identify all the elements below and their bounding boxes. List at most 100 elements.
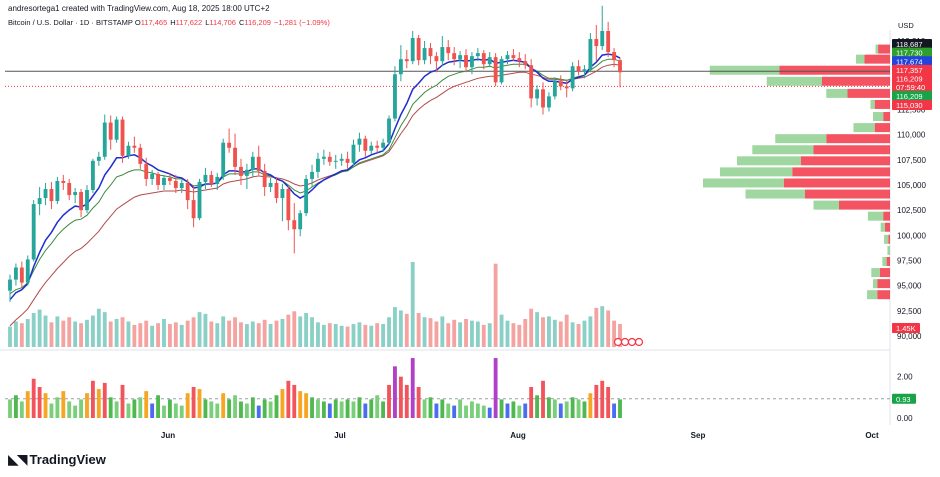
oscillator-bar bbox=[529, 387, 534, 418]
volume-bar bbox=[90, 315, 95, 347]
candle bbox=[333, 160, 338, 162]
volume-bar bbox=[8, 326, 12, 347]
volume-bar bbox=[428, 318, 433, 347]
volume-profile-up-bar bbox=[880, 222, 885, 232]
volume-bar bbox=[594, 307, 599, 347]
candle bbox=[470, 56, 474, 68]
oscillator-bar bbox=[162, 405, 166, 418]
volume-tag bbox=[892, 323, 920, 333]
oscillator-bar bbox=[327, 403, 332, 418]
candle bbox=[529, 65, 534, 99]
oscillator-bar bbox=[215, 403, 220, 418]
candle bbox=[547, 96, 551, 108]
symbol-title[interactable]: Bitcoin / U.S. Dollar · 1D · BITSTAMP bbox=[8, 18, 133, 27]
candle bbox=[108, 122, 113, 140]
y-tick-label: 95,000 bbox=[897, 282, 922, 291]
ohlc-values: O117,465 H117,622 L114,706 C116,209 −1,281 (… bbox=[135, 18, 333, 27]
candle bbox=[262, 170, 267, 187]
candle bbox=[398, 59, 403, 75]
candle bbox=[422, 48, 427, 61]
oscillator-bar bbox=[410, 358, 415, 418]
candle bbox=[576, 66, 581, 72]
candle bbox=[13, 267, 18, 280]
oscillator-bar bbox=[8, 399, 12, 418]
volume-bar bbox=[150, 325, 155, 347]
y-tick-label: 90,000 bbox=[897, 332, 922, 341]
oscillator-bar bbox=[250, 397, 255, 418]
volume-bar bbox=[440, 316, 445, 347]
price-tag-text: 116,209 bbox=[896, 92, 923, 101]
volume-bar bbox=[215, 323, 220, 347]
candle bbox=[179, 182, 184, 188]
volume-profile-up-bar bbox=[745, 189, 805, 199]
volume-bar bbox=[363, 324, 368, 347]
oscillator-bar bbox=[475, 403, 480, 418]
ohlc-label: C bbox=[238, 18, 245, 27]
volume-profile-up-bar bbox=[709, 65, 780, 75]
tradingview-brand[interactable]: ◣◥ TradingView bbox=[8, 451, 106, 468]
volume-bar bbox=[61, 320, 66, 347]
ohlc-value: 117,622 bbox=[175, 18, 203, 27]
price-tag-text: 116,209 bbox=[896, 75, 923, 84]
volume-profile-down-bar bbox=[813, 145, 890, 155]
volume-bar bbox=[55, 316, 60, 347]
oscillator-tick-label: 2.00 bbox=[897, 373, 913, 382]
candle bbox=[173, 180, 178, 188]
oscillator-bar bbox=[150, 403, 155, 418]
volume-bar bbox=[191, 317, 196, 347]
candle bbox=[505, 55, 510, 60]
oscillator-bar bbox=[108, 397, 113, 418]
volume-profile-down-bar bbox=[805, 189, 890, 199]
volume-bar bbox=[185, 320, 190, 347]
oscillator-bar bbox=[67, 401, 72, 418]
oscillator-bar bbox=[618, 399, 622, 418]
candle bbox=[363, 138, 368, 151]
oscillator-bar bbox=[19, 401, 24, 418]
volume-profile-up-bar bbox=[887, 245, 890, 255]
volume-bar bbox=[108, 321, 113, 347]
oscillator-bar bbox=[612, 403, 617, 418]
oscillator-bar bbox=[13, 395, 18, 418]
volume-profile-up-bar bbox=[826, 88, 848, 98]
volume-bar bbox=[470, 320, 474, 347]
candle bbox=[102, 122, 107, 157]
event-marker-icon bbox=[627, 337, 637, 347]
volume-bar bbox=[221, 316, 226, 347]
oscillator-bar bbox=[541, 380, 545, 418]
candle bbox=[410, 38, 415, 62]
volume-bar bbox=[19, 323, 24, 347]
candle bbox=[114, 119, 119, 140]
brand-name: TradingView bbox=[29, 452, 106, 467]
volume-bar bbox=[292, 311, 297, 347]
candle bbox=[49, 189, 54, 202]
volume-profile-up-bar bbox=[813, 200, 839, 210]
volume-bar bbox=[298, 316, 303, 347]
oscillator-bar bbox=[517, 405, 522, 418]
oscillator-bar bbox=[404, 384, 409, 418]
oscillator-bar bbox=[321, 401, 326, 418]
volume-bar bbox=[511, 323, 516, 347]
oscillator-bar bbox=[523, 403, 528, 418]
oscillator-bar bbox=[387, 384, 391, 418]
candle bbox=[387, 118, 391, 143]
volume-profile-up-bar bbox=[884, 234, 889, 244]
oscillator-bar bbox=[434, 403, 439, 418]
volume-profile-up-bar bbox=[875, 44, 879, 54]
volume-profile-down-bar bbox=[779, 65, 890, 75]
volume-bar bbox=[558, 321, 563, 347]
volume-bar bbox=[179, 324, 184, 347]
oscillator-bar bbox=[547, 397, 551, 418]
volume-bar bbox=[280, 318, 285, 347]
candle bbox=[464, 55, 468, 68]
oscillator-bar bbox=[286, 380, 291, 418]
volume-profile-up-bar bbox=[703, 178, 784, 188]
volume-bar bbox=[422, 317, 427, 347]
oscillator-bar bbox=[197, 389, 202, 418]
volume-bar bbox=[102, 312, 107, 347]
volume-profile-down-bar bbox=[822, 76, 890, 86]
candle bbox=[215, 176, 220, 184]
volume-bar bbox=[67, 317, 72, 347]
volume-bar bbox=[144, 320, 149, 347]
candle bbox=[321, 156, 326, 159]
